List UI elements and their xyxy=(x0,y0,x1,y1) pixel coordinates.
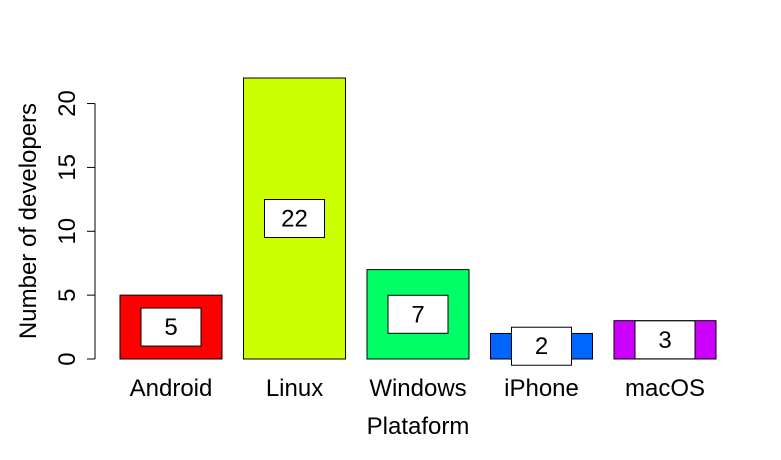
value-label-box xyxy=(140,307,202,347)
x-tick-label: Android xyxy=(130,375,213,402)
bars: 5 22 7 2 3 xyxy=(119,77,717,366)
y-axis: 0 5 10 15 20 xyxy=(54,90,96,366)
x-axis-title: Plataform xyxy=(367,413,470,440)
value-label: 3 xyxy=(658,327,671,354)
value-label: 5 xyxy=(164,314,177,341)
value-label-box xyxy=(387,294,449,334)
value-label-box xyxy=(264,199,325,238)
bar-android xyxy=(119,294,223,360)
value-label-box xyxy=(511,326,572,366)
y-tick-label: 20 xyxy=(54,90,81,117)
value-label: 7 xyxy=(411,301,424,328)
x-tick-label: Linux xyxy=(266,375,323,402)
x-tick-labels: Android Linux Windows iPhone macOS xyxy=(130,375,705,402)
value-label: 2 xyxy=(535,333,548,360)
x-tick-label: iPhone xyxy=(504,375,579,402)
y-tick-label: 5 xyxy=(54,288,81,301)
y-tick-label: 10 xyxy=(54,218,81,245)
value-label-box xyxy=(634,320,696,360)
y-axis-title: Number of developers xyxy=(15,103,42,339)
y-tick-label: 15 xyxy=(54,154,81,181)
x-tick-label: macOS xyxy=(625,375,705,402)
x-tick-label: Windows xyxy=(369,375,466,402)
value-label: 22 xyxy=(281,206,308,233)
y-tick-label: 0 xyxy=(54,352,81,365)
